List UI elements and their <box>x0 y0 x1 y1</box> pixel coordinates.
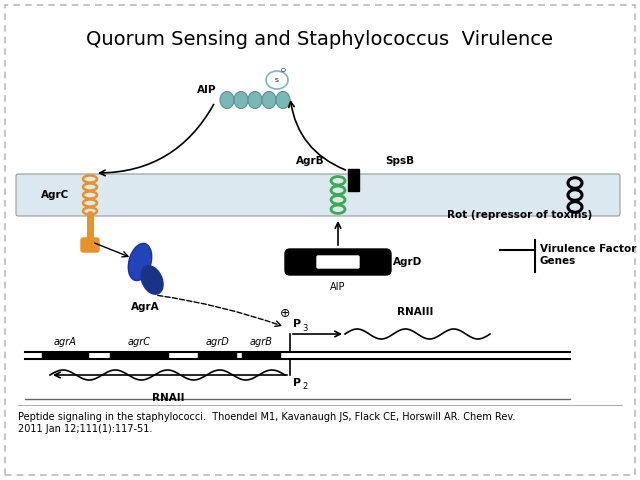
Text: S: S <box>275 77 279 83</box>
Text: agrA: agrA <box>54 337 76 347</box>
FancyBboxPatch shape <box>285 249 391 275</box>
Text: Virulence Factor
Genes: Virulence Factor Genes <box>540 244 636 266</box>
Text: AIP: AIP <box>197 85 217 95</box>
Bar <box>242 352 280 358</box>
Text: AgrA: AgrA <box>131 302 159 312</box>
Text: RNAIII: RNAIII <box>397 307 433 317</box>
Text: AgrC: AgrC <box>41 190 69 200</box>
Text: agrD: agrD <box>205 337 229 347</box>
Text: P: P <box>293 319 301 329</box>
Bar <box>110 352 168 358</box>
Text: Quorum Sensing and Staphylococcus  Virulence: Quorum Sensing and Staphylococcus Virule… <box>86 30 554 49</box>
Text: agrB: agrB <box>250 337 273 347</box>
Ellipse shape <box>128 243 152 281</box>
Bar <box>42 352 88 358</box>
Text: ⊕: ⊕ <box>280 307 291 320</box>
Text: P: P <box>293 378 301 388</box>
Ellipse shape <box>276 92 290 108</box>
Text: AgrB: AgrB <box>296 156 324 166</box>
Ellipse shape <box>234 92 248 108</box>
Text: 2: 2 <box>302 382 307 391</box>
Text: AIP: AIP <box>330 282 346 292</box>
Text: agrC: agrC <box>127 337 150 347</box>
Bar <box>348 169 359 191</box>
Ellipse shape <box>262 92 276 108</box>
Text: Peptide signaling in the staphylococci.  Thoendel M1, Kavanaugh JS, Flack CE, Ho: Peptide signaling in the staphylococci. … <box>18 412 515 433</box>
FancyBboxPatch shape <box>317 256 359 268</box>
Text: RNAII: RNAII <box>152 393 184 403</box>
Bar <box>198 352 236 358</box>
Ellipse shape <box>220 92 234 108</box>
FancyBboxPatch shape <box>81 238 99 252</box>
Ellipse shape <box>248 92 262 108</box>
Text: SpsB: SpsB <box>385 156 414 166</box>
FancyBboxPatch shape <box>16 174 620 216</box>
Text: 3: 3 <box>302 324 307 333</box>
Text: AgrD: AgrD <box>393 257 422 267</box>
Text: O: O <box>280 68 285 72</box>
Ellipse shape <box>141 266 163 294</box>
Text: Rot (repressor of toxins): Rot (repressor of toxins) <box>447 210 593 220</box>
